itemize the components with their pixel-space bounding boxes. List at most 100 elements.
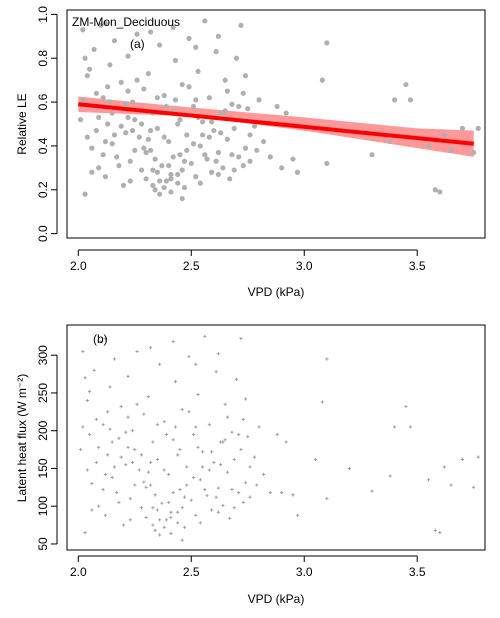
panel-a-points-group (77, 18, 481, 202)
data-point (103, 336, 108, 341)
data-point (459, 125, 466, 131)
data-point (223, 402, 227, 406)
data-point (437, 189, 443, 195)
data-point (99, 340, 103, 344)
data-point (164, 518, 169, 522)
data-point (138, 121, 145, 127)
data-point (163, 103, 170, 110)
data-point (105, 84, 111, 90)
data-point (102, 138, 109, 145)
data-point (87, 432, 92, 437)
data-point (313, 457, 318, 461)
data-point (200, 450, 205, 454)
data-point (97, 504, 101, 508)
data-point (197, 180, 203, 186)
data-point (232, 457, 236, 461)
regression-line (78, 102, 474, 146)
data-point (475, 125, 481, 131)
data-point (187, 410, 191, 414)
panel-a-plot-frame (66, 9, 486, 239)
data-point (134, 77, 140, 83)
data-point (166, 138, 172, 145)
data-point (173, 425, 178, 429)
data-point (81, 425, 85, 429)
data-point (236, 154, 242, 160)
data-point (150, 182, 156, 188)
data-point (243, 481, 248, 485)
data-point (186, 35, 192, 42)
data-point (295, 513, 300, 517)
data-point (214, 495, 218, 499)
data-point (218, 130, 224, 136)
data-point (112, 465, 117, 469)
data-point (172, 97, 179, 103)
data-point (163, 178, 170, 184)
data-point (194, 362, 198, 366)
data-point (232, 506, 236, 510)
data-point (151, 506, 155, 510)
data-point (207, 468, 211, 472)
data-point (403, 81, 409, 88)
data-point (135, 349, 139, 354)
data-point (89, 169, 95, 175)
panel-a-y-tick-label: 0.8 (36, 50, 50, 67)
data-point (149, 483, 153, 487)
data-point (108, 385, 112, 389)
data-point (215, 33, 221, 39)
data-point (194, 513, 198, 517)
data-point (205, 494, 209, 498)
data-point (93, 127, 99, 134)
data-point (129, 99, 136, 105)
data-point (240, 90, 246, 96)
data-point (213, 158, 219, 164)
data-point (117, 500, 121, 505)
data-point (84, 73, 90, 79)
data-point (243, 397, 248, 401)
data-point (197, 143, 203, 149)
data-point (231, 167, 237, 173)
data-point (274, 103, 280, 110)
data-point (154, 125, 160, 131)
data-point (118, 123, 124, 129)
data-point (182, 525, 187, 529)
data-point (159, 163, 165, 169)
data-point (115, 491, 119, 495)
data-point (145, 70, 151, 77)
data-point (175, 171, 181, 178)
data-point (194, 425, 198, 429)
data-point (189, 498, 193, 502)
data-point (170, 24, 176, 31)
data-point (324, 160, 330, 167)
data-point (94, 460, 98, 465)
data-point (148, 29, 154, 35)
data-point (101, 423, 105, 427)
data-point (182, 495, 187, 499)
data-point (103, 472, 108, 477)
panel-a-x-tick-label: 3.5 (409, 259, 426, 273)
data-point (109, 141, 115, 147)
data-point (87, 389, 92, 394)
data-point (161, 92, 167, 99)
data-point (105, 121, 111, 127)
panel-a-y-tick-label: 0.6 (36, 93, 50, 110)
data-point (161, 184, 167, 191)
data-point (162, 525, 166, 529)
panel-b-x-tick-label: 3.5 (409, 565, 426, 579)
data-point (151, 523, 155, 527)
data-point (160, 501, 164, 505)
data-point (210, 508, 214, 512)
data-point (347, 466, 352, 471)
data-point (175, 121, 181, 127)
data-point (242, 145, 249, 151)
data-point (171, 491, 175, 495)
data-point (157, 178, 163, 184)
panel-a-x-tick-label: 2.5 (183, 259, 200, 273)
data-point (133, 447, 137, 452)
data-point (103, 513, 108, 517)
data-point (138, 167, 145, 173)
data-point (216, 352, 220, 356)
panel-b-x-tick-label: 2.0 (70, 565, 87, 579)
panel-a-y-tick-label: 0.0 (36, 225, 50, 242)
data-point (252, 455, 257, 459)
data-point (167, 472, 171, 477)
